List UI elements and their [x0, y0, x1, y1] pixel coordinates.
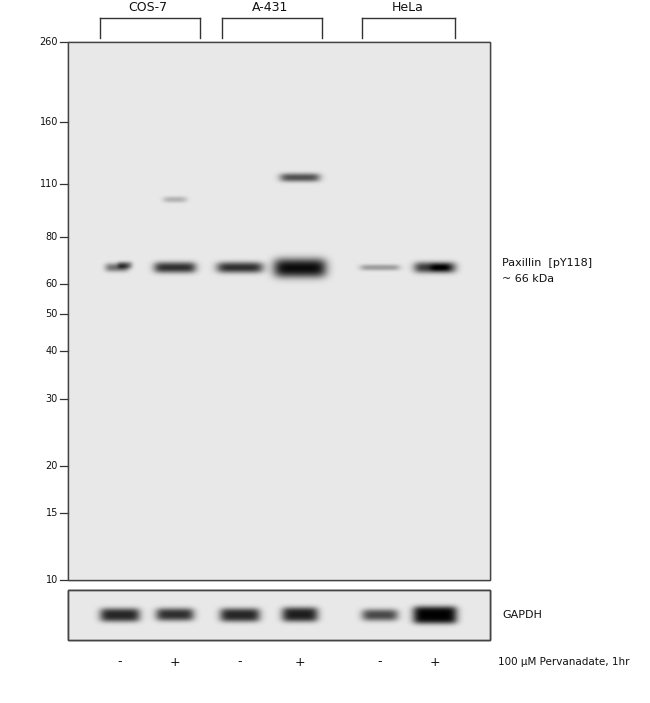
- Text: 80: 80: [46, 231, 58, 242]
- Text: HeLa: HeLa: [392, 1, 424, 14]
- Text: +: +: [294, 655, 305, 669]
- Text: +: +: [430, 655, 440, 669]
- Text: 15: 15: [46, 508, 58, 518]
- Text: 40: 40: [46, 346, 58, 356]
- Text: -: -: [118, 655, 122, 669]
- Bar: [68, 590, 490, 640]
- Text: 110: 110: [40, 179, 58, 189]
- Text: GAPDH: GAPDH: [502, 610, 542, 620]
- Bar: [68, 42, 490, 580]
- Text: COS-7: COS-7: [129, 1, 168, 14]
- Text: 60: 60: [46, 279, 58, 289]
- Bar: [68, 42, 490, 580]
- Text: -: -: [238, 655, 242, 669]
- Text: +: +: [170, 655, 180, 669]
- Text: 160: 160: [40, 117, 58, 127]
- Text: 10: 10: [46, 575, 58, 585]
- Text: ~ 66 kDa: ~ 66 kDa: [502, 274, 554, 285]
- Bar: [68, 590, 490, 640]
- Text: 30: 30: [46, 394, 58, 404]
- Text: 50: 50: [46, 309, 58, 319]
- Text: -: -: [378, 655, 382, 669]
- Text: 100 μM Pervanadate, 1hr: 100 μM Pervanadate, 1hr: [498, 657, 629, 667]
- Bar: [68, 590, 490, 640]
- Text: 20: 20: [46, 460, 58, 470]
- Text: 260: 260: [40, 37, 58, 47]
- Text: A-431: A-431: [252, 1, 288, 14]
- Text: Paxillin  [pY118]: Paxillin [pY118]: [502, 259, 592, 269]
